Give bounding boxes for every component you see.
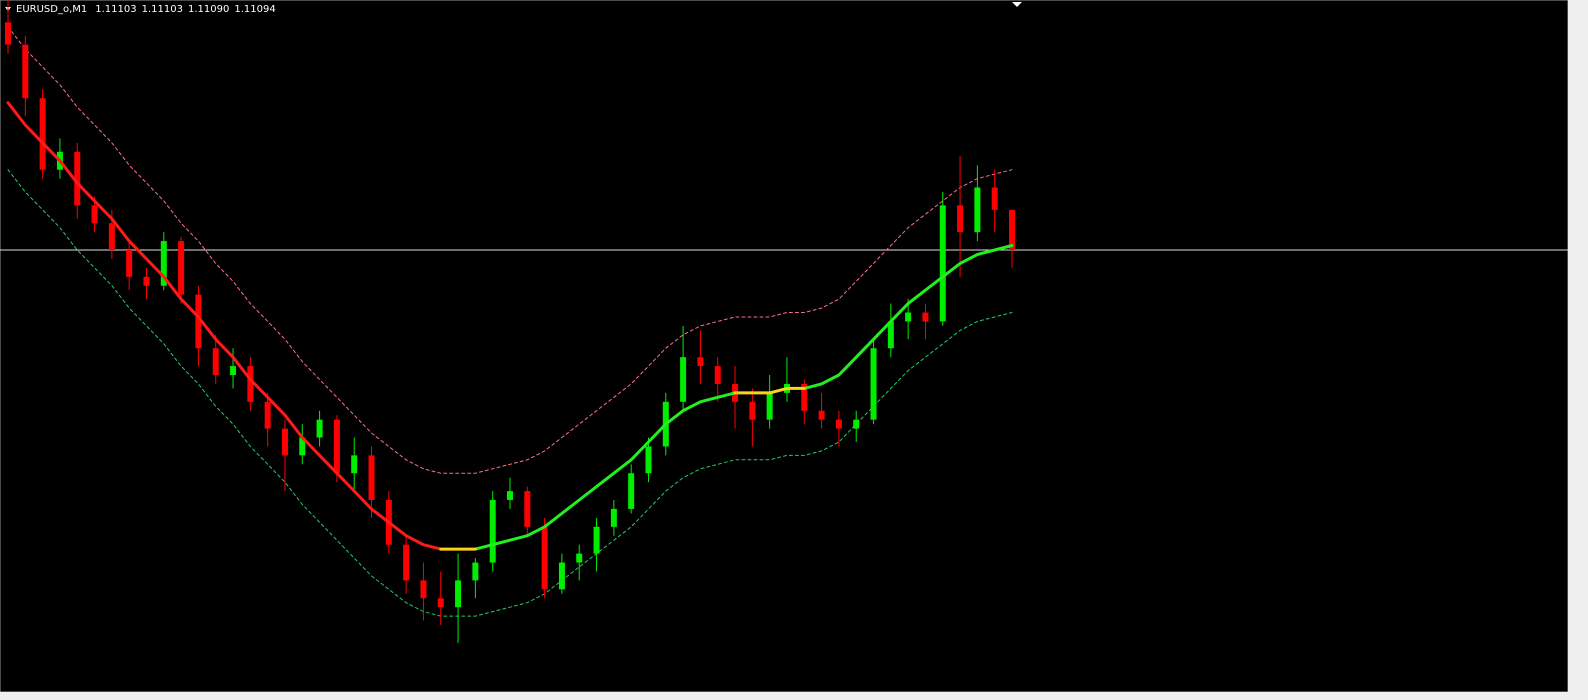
candle-body <box>957 205 964 233</box>
candle-body <box>455 580 462 608</box>
candle-body <box>316 419 323 438</box>
candle-body <box>939 205 946 322</box>
envelope-line <box>7 169 1013 617</box>
candle-body <box>299 437 306 456</box>
candle-body <box>680 357 687 402</box>
candle-body <box>160 241 167 286</box>
ohlc-label: 1.11094 <box>234 4 275 15</box>
candle-body <box>835 419 842 429</box>
candle-body <box>437 598 444 608</box>
candle-body <box>991 187 998 210</box>
candle-body <box>230 366 237 376</box>
ohlc-label: 1.11090 <box>188 4 229 15</box>
candle-body <box>1009 209 1015 251</box>
candle-body <box>714 366 721 384</box>
candle-body <box>333 419 340 474</box>
candle-body <box>870 348 877 420</box>
candle-body <box>5 22 11 45</box>
candle-body <box>39 98 46 170</box>
candle-body <box>247 366 254 402</box>
chart-window: EURUSD_o,M1 1.11103 1.11103 1.11090 1.11094 <box>0 0 1568 692</box>
candle-body <box>143 276 150 286</box>
candle-body <box>593 526 600 554</box>
candle-body <box>264 401 271 429</box>
symbol-title: EURUSD_o,M1 <box>16 4 87 15</box>
candle-body <box>351 455 358 474</box>
candle-body <box>749 401 756 420</box>
moving-average <box>439 386 806 551</box>
shift-marker[interactable] <box>1012 2 1022 7</box>
ohlc-label: 1.11103 <box>95 4 136 15</box>
candle-body <box>403 544 410 581</box>
ohlc-label: 1.11103 <box>142 4 183 15</box>
candle-body <box>489 500 496 563</box>
candle-body <box>524 491 531 527</box>
moving-average <box>473 244 1014 551</box>
candle-body <box>610 508 617 527</box>
candle-body <box>541 526 548 590</box>
candle-body <box>905 312 912 322</box>
candle-body <box>368 455 375 501</box>
candle-body <box>212 348 219 376</box>
candle-body <box>507 491 513 501</box>
candle-body <box>126 250 133 277</box>
candle-body <box>766 392 773 420</box>
candle-body <box>558 562 565 590</box>
candle-body <box>195 294 202 349</box>
candle-body <box>576 553 583 563</box>
candle-body <box>281 428 288 456</box>
candle-body <box>420 580 427 599</box>
candle-body <box>91 205 98 224</box>
candle-body <box>974 187 981 233</box>
candle-body <box>22 44 29 99</box>
candle-body <box>628 473 635 509</box>
chart-background <box>0 0 1568 692</box>
candle-body <box>801 383 808 411</box>
candle-body <box>853 419 860 429</box>
candle-body <box>887 321 894 349</box>
candle-body <box>108 223 115 251</box>
candle-body <box>472 562 479 581</box>
candle-body <box>178 241 185 295</box>
candle-body <box>818 410 825 420</box>
moving-average <box>6 101 443 551</box>
candle-body <box>645 446 652 474</box>
candle-body <box>697 357 704 367</box>
candle-body <box>74 151 81 206</box>
candle-body <box>922 312 929 322</box>
envelope-line <box>7 26 1013 474</box>
